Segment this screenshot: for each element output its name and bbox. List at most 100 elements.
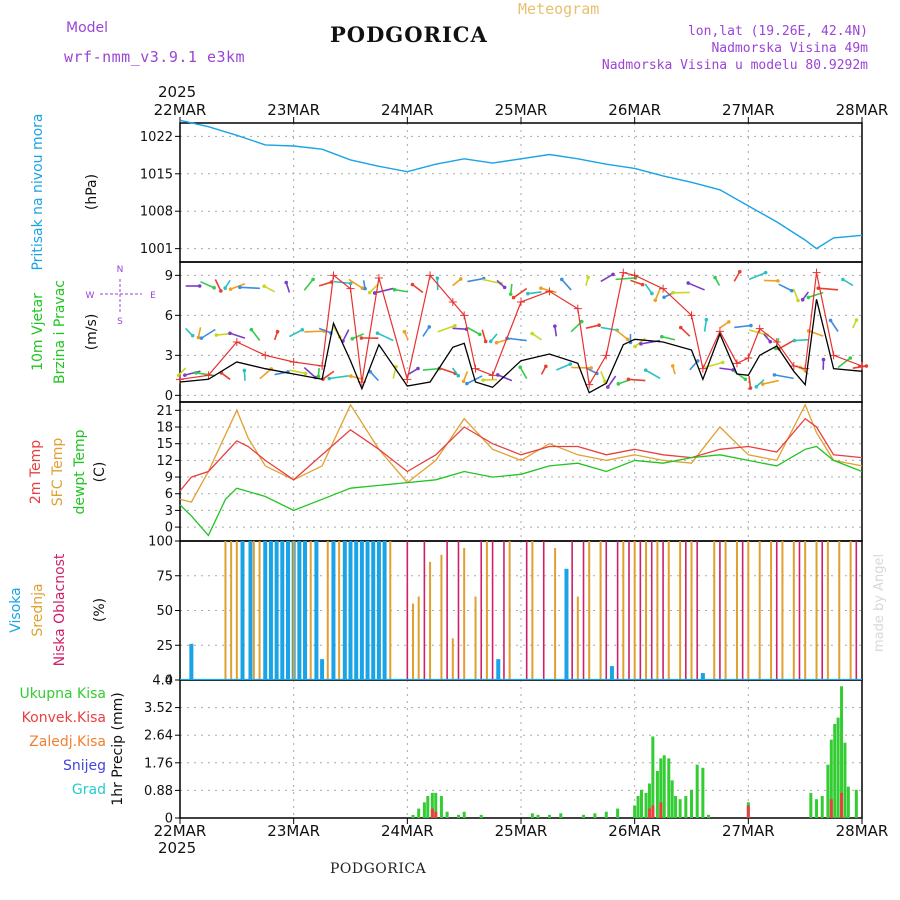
total-precip-bar xyxy=(644,792,648,818)
gust-marker xyxy=(858,362,866,370)
wind-arrow-head xyxy=(726,320,731,324)
wind-arrow-head xyxy=(737,269,742,274)
gust-marker xyxy=(573,304,582,313)
total-precip-bar xyxy=(674,796,678,818)
precip-legend-entry: Ukupna Kisa xyxy=(19,686,106,702)
wind-arrow xyxy=(719,367,734,371)
wind-arrow xyxy=(540,287,557,294)
mid-cloud-bar xyxy=(599,541,602,680)
high-cloud-title: Visoka xyxy=(8,587,24,632)
wind-arrow xyxy=(585,324,600,329)
total-precip-bar xyxy=(430,792,434,818)
wind-arrow-head xyxy=(754,384,759,389)
wind-arrow xyxy=(497,374,513,382)
y-tick-label: 0 xyxy=(165,674,173,689)
gust-marker xyxy=(698,364,707,373)
wind-arrow xyxy=(482,278,502,285)
mid-cloud-bar xyxy=(389,541,392,680)
wind-arrow-head xyxy=(402,329,407,334)
wind-arrow-head xyxy=(806,295,811,300)
low-cloud-bar xyxy=(798,541,801,680)
gust-marker xyxy=(261,351,270,360)
wind-arrow-head xyxy=(653,298,658,303)
wind-arrow-head xyxy=(458,277,463,281)
mid-cloud-bar xyxy=(451,638,454,680)
total-precip-bar xyxy=(434,792,438,818)
gust-marker xyxy=(619,268,628,277)
wind-arrow xyxy=(519,366,528,379)
wind-arrow-head xyxy=(586,275,590,280)
wind-arrow-head xyxy=(650,291,654,296)
wind-arrow xyxy=(654,288,661,301)
wind-arrow xyxy=(407,367,419,376)
total-precip-bar xyxy=(647,783,651,818)
total-precip-bar xyxy=(678,799,682,818)
x-tick-label-bottom: 27MAR xyxy=(722,822,775,840)
wind-arrow-head xyxy=(495,373,500,377)
high-cloud-bar xyxy=(382,541,387,680)
wind-arrow xyxy=(342,329,350,342)
x-tick-label-bottom: 23MAR xyxy=(267,822,320,840)
y-tick-label: 0 xyxy=(165,389,173,404)
wind-arrow-head xyxy=(748,386,753,390)
high-cloud-bar xyxy=(268,541,273,680)
wind-arrow-head xyxy=(194,371,198,375)
high-cloud-bar xyxy=(376,541,381,680)
wind-arrow-head xyxy=(800,297,805,302)
mid-cloud-bar xyxy=(815,541,818,680)
wind-arrow-head xyxy=(678,325,683,330)
wind-arrow-head xyxy=(488,339,493,344)
wind-arrow xyxy=(467,277,484,283)
high-cloud-bar xyxy=(348,541,353,680)
mid-cloud-bar xyxy=(252,541,255,680)
mid-cloud-bar xyxy=(485,541,488,680)
wind-arrow-head xyxy=(214,333,219,337)
mid-cloud-bar xyxy=(645,541,648,680)
wind-arrow xyxy=(481,329,487,342)
y-tick-label: 6 xyxy=(165,309,173,324)
wind-arrow-head xyxy=(603,379,607,384)
total-precip-bar xyxy=(633,805,637,818)
wind-arrow-head xyxy=(643,368,648,372)
low-cloud-bar xyxy=(741,541,744,680)
gust-marker xyxy=(329,271,338,280)
conv-precip-bar xyxy=(746,805,750,818)
total-precip-bar xyxy=(639,789,643,818)
mid-cloud-bar xyxy=(656,541,659,680)
y-tick-label: 3 xyxy=(165,349,173,364)
low-cloud-bar xyxy=(685,541,687,680)
wind-arrow xyxy=(615,329,629,340)
wind-arrow-head xyxy=(190,333,195,338)
total-precip-bar xyxy=(439,796,443,818)
wind-arrow-head xyxy=(223,286,227,290)
x-tick-label-bottom: 24MAR xyxy=(381,822,434,840)
y-tick-label: 100 xyxy=(148,535,173,550)
meteogram-label: Meteogram xyxy=(518,0,600,18)
compass-north: N xyxy=(117,265,124,275)
model-elevation-line: Nadmorska Visina u modelu 80.9292m xyxy=(601,58,868,73)
wind-arrow-head xyxy=(242,368,247,373)
wind-arrow-head xyxy=(311,277,315,282)
low-cloud-bar xyxy=(650,541,653,680)
wind-arrow xyxy=(229,332,246,339)
wind-arrow xyxy=(220,372,231,381)
low-cloud-bar xyxy=(503,541,505,680)
high-cloud-bar xyxy=(240,541,245,680)
model-name: wrf-nmm_v3.9.1 e3km xyxy=(64,48,246,66)
low-cloud-title: Niska Oblacnost xyxy=(52,553,68,666)
wind-arrow xyxy=(774,374,794,380)
wind-arrow-head xyxy=(238,285,242,290)
y-tick-label: 0.88 xyxy=(144,784,173,799)
high-cloud-bar xyxy=(280,541,285,680)
high-cloud-bar xyxy=(189,643,194,680)
low-cloud-bar xyxy=(446,541,448,680)
wind-arrow-head xyxy=(848,356,853,360)
wind-arrow-head xyxy=(392,287,397,292)
low-cloud-bar xyxy=(542,541,545,680)
total-precip-bar xyxy=(604,811,608,818)
mid-cloud-bar xyxy=(622,541,625,680)
gust-marker xyxy=(232,338,241,346)
wind-arrow xyxy=(230,283,246,290)
total-precip-bar xyxy=(479,814,483,818)
